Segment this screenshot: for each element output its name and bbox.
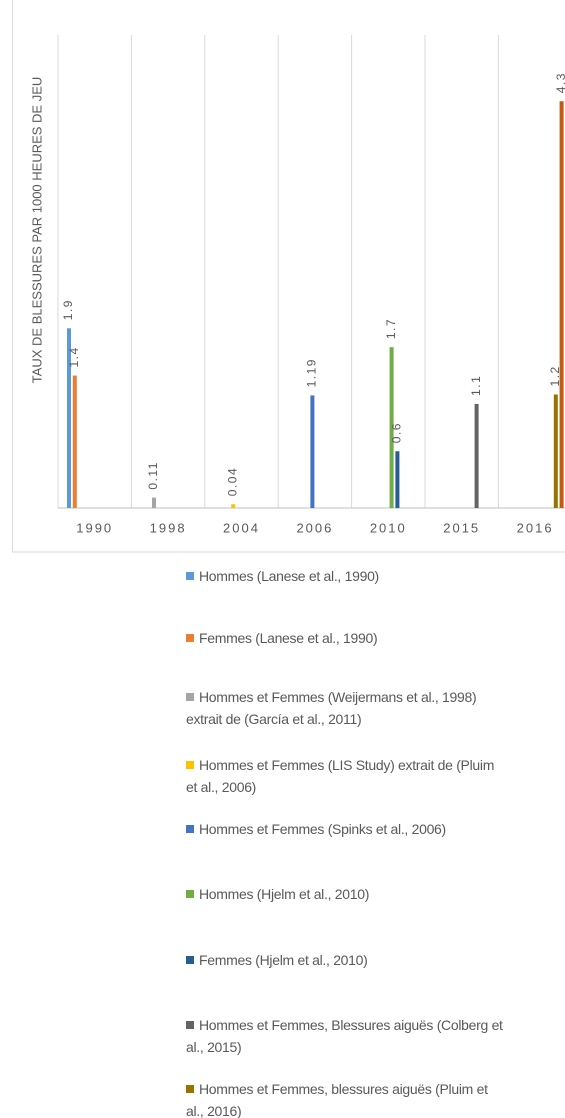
legend-entry: Hommes et Femmes, blessures aiguës (Plui… [186,1078,504,1118]
legend-label: Femmes (Hjelm et al., 2010) [199,952,368,968]
bar [72,375,77,508]
legend-label: Hommes et Femmes (Weijermans et al., 199… [186,689,477,727]
legend-swatch [186,890,194,898]
bar [553,394,558,508]
legend-entry: Hommes et Femmes (LIS Study) extrait de … [186,754,504,798]
legend-swatch [186,1085,194,1093]
bar [67,328,71,508]
bar [231,504,236,508]
bar [152,497,156,508]
legend-swatch [186,693,194,701]
legend-entry: Hommes et Femmes, Blessures aiguës (Colb… [186,1014,504,1058]
legend-label: Hommes et Femmes, blessures aiguës (Plui… [186,1081,488,1118]
data-label: 0.6 [390,422,404,443]
legend-swatch [186,761,194,769]
chart: TAUX DE BLESSURES PAR 1000 HEURES DE JEU… [12,0,565,553]
x-tick-label: 2015 [443,520,480,535]
data-label: 1.19 [305,358,319,387]
legend-entry: Hommes (Lanese et al., 1990) [186,565,504,587]
data-label: 0.11 [146,461,160,489]
legend-label: Femmes (Lanese et al., 1990) [199,630,378,646]
legend-label: Hommes et Femmes (LIS Study) extrait de … [186,757,495,795]
legend-swatch [186,825,194,833]
bar [395,451,400,508]
legend-swatch [186,1021,194,1029]
x-tick-label: 2004 [223,520,260,535]
x-tick-label: 2016 [517,520,554,535]
legend-entry: Hommes (Hjelm et al., 2010) [186,883,504,905]
legend-entry: Hommes et Femmes (Spinks et al., 2006) [186,818,504,840]
x-tick-label: 1998 [150,520,187,535]
bar [559,101,564,508]
x-tick-label: 2010 [370,520,407,535]
data-label: 1.4 [67,346,81,367]
chart-border [12,0,565,553]
legend-entry: Femmes (Lanese et al., 1990) [186,627,504,649]
data-label: 1.7 [384,318,398,339]
legend-label: Hommes (Hjelm et al., 2010) [199,886,370,902]
data-label: 1.1 [469,375,483,396]
legend-swatch [186,634,194,642]
bar [310,395,315,508]
legend-label: Hommes et Femmes (Spinks et al., 2006) [199,821,446,837]
data-label: 0.04 [225,467,239,496]
legend-swatch [186,572,194,580]
bar [474,403,479,508]
bar [389,347,394,508]
y-axis-label: TAUX DE BLESSURES PAR 1000 HEURES DE JEU [29,77,44,384]
data-label: 1.9 [61,299,75,320]
x-tick-label: 1990 [76,520,113,535]
data-label: 4.3 [554,72,565,93]
legend-entry: Femmes (Hjelm et al., 2010) [186,949,504,971]
legend-label: Hommes (Lanese et al., 1990) [199,568,379,584]
data-label: 1.2 [548,365,562,386]
x-tick-label: 2006 [296,520,333,535]
legend-entry: Hommes et Femmes (Weijermans et al., 199… [186,686,504,730]
legend-swatch [186,956,194,964]
legend-label: Hommes et Femmes, Blessures aiguës (Colb… [186,1017,503,1055]
